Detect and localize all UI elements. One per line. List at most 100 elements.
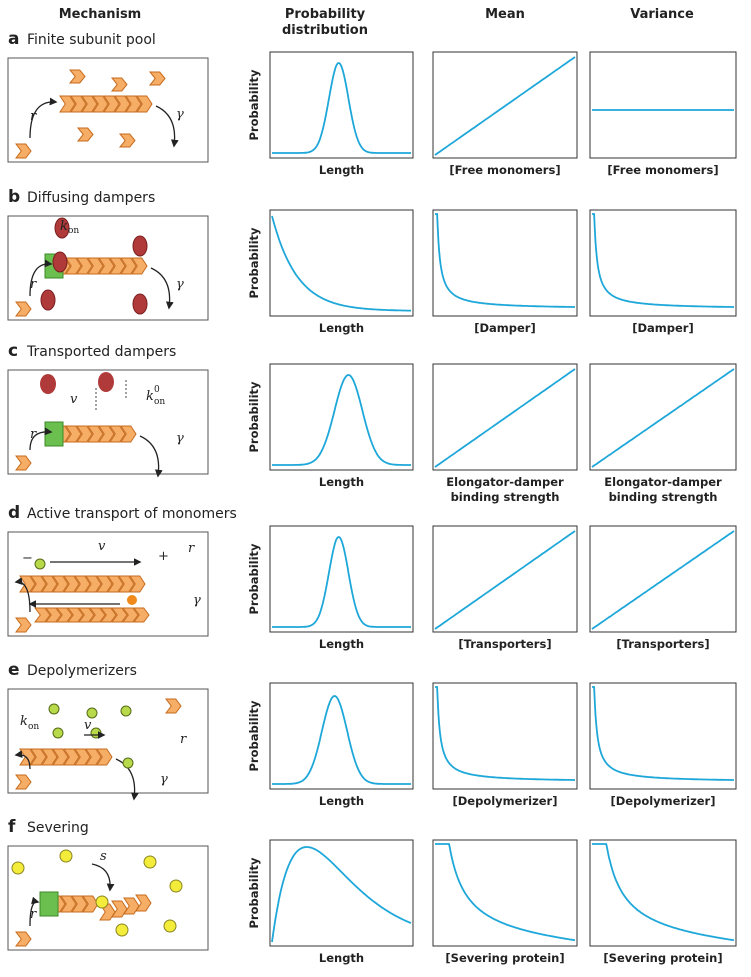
severing-protein bbox=[59, 849, 73, 863]
arrow bbox=[155, 105, 179, 148]
x-label: Length bbox=[319, 951, 364, 965]
x-label: [Free monomers] bbox=[449, 163, 560, 177]
subunit bbox=[52, 748, 69, 766]
subunit bbox=[131, 257, 148, 275]
y-label: Probability bbox=[247, 857, 261, 929]
curve bbox=[434, 530, 576, 630]
panel-title: Diffusing dampers bbox=[27, 190, 155, 206]
x-label: Length bbox=[319, 321, 364, 335]
arrow bbox=[29, 896, 40, 927]
symbol: r bbox=[180, 732, 187, 747]
symbol: γ bbox=[160, 772, 168, 787]
symbol: r bbox=[30, 907, 37, 922]
subunit bbox=[125, 95, 142, 113]
header: Mean bbox=[485, 7, 525, 22]
cap bbox=[44, 421, 64, 447]
x-label: Length bbox=[319, 163, 364, 177]
subunit bbox=[133, 607, 150, 623]
subunit bbox=[30, 575, 47, 593]
plot-frame bbox=[589, 682, 737, 790]
subunit bbox=[15, 931, 32, 947]
curve bbox=[271, 846, 412, 943]
x-label: Length bbox=[319, 637, 364, 651]
subunit bbox=[135, 894, 152, 912]
subscript: on bbox=[68, 226, 79, 236]
subunit bbox=[129, 575, 146, 593]
arrow bbox=[29, 97, 58, 139]
subunit bbox=[67, 607, 84, 623]
subscript: on bbox=[28, 722, 39, 732]
plot-frame bbox=[269, 209, 414, 317]
plot-frame bbox=[269, 363, 414, 471]
subunit bbox=[76, 257, 93, 275]
subunit bbox=[111, 607, 128, 623]
subunit bbox=[123, 897, 140, 915]
panel-letter: d bbox=[8, 503, 20, 523]
x-label: Length bbox=[319, 475, 364, 489]
depolymerizer bbox=[86, 707, 98, 719]
subunit bbox=[74, 575, 91, 593]
x-label: [Damper] bbox=[474, 321, 536, 335]
curve bbox=[434, 56, 576, 156]
x-label: binding strength bbox=[451, 490, 560, 504]
subunit bbox=[30, 748, 47, 766]
curve bbox=[592, 843, 735, 942]
depolymerizer bbox=[122, 757, 134, 769]
plot-frame bbox=[432, 839, 578, 947]
transporter bbox=[127, 595, 137, 605]
symbol: γ bbox=[193, 593, 201, 608]
plot-frame bbox=[269, 682, 414, 790]
y-label: Probability bbox=[247, 381, 261, 453]
subunit bbox=[118, 575, 135, 593]
subunit bbox=[114, 95, 131, 113]
subunit bbox=[41, 748, 58, 766]
subunit bbox=[15, 455, 32, 471]
subunit bbox=[78, 607, 95, 623]
symbol: γ bbox=[176, 431, 184, 446]
depolymerizer bbox=[48, 703, 60, 715]
arrow bbox=[29, 259, 53, 297]
subunit bbox=[60, 895, 77, 913]
header: distribution bbox=[282, 23, 368, 38]
symbol: r bbox=[30, 277, 37, 292]
damper bbox=[40, 289, 56, 311]
schematic-box bbox=[7, 845, 209, 951]
symbol: r bbox=[188, 541, 195, 556]
y-label: Probability bbox=[247, 543, 261, 615]
arrow bbox=[14, 750, 31, 770]
symbol: k bbox=[146, 389, 154, 404]
subunit bbox=[34, 607, 51, 623]
panel-letter: b bbox=[8, 187, 20, 207]
subunit bbox=[63, 748, 80, 766]
x-label: [Depolymerizer] bbox=[611, 794, 716, 808]
panel-letter: c bbox=[8, 341, 18, 361]
subunit bbox=[98, 257, 115, 275]
curve bbox=[434, 368, 576, 468]
curve bbox=[592, 686, 734, 781]
subunit bbox=[98, 425, 115, 443]
subunit bbox=[76, 127, 94, 142]
symbol: r bbox=[30, 109, 37, 124]
header: Mechanism bbox=[59, 7, 141, 22]
arrow bbox=[91, 863, 115, 892]
panel-title: Depolymerizers bbox=[27, 663, 137, 679]
x-label: [Free monomers] bbox=[607, 163, 718, 177]
plot-frame bbox=[269, 51, 414, 159]
subunit bbox=[71, 895, 88, 913]
panel-title: Severing bbox=[27, 820, 89, 836]
subunit bbox=[96, 748, 113, 766]
depolymerizer bbox=[120, 705, 132, 717]
symbol: v bbox=[84, 718, 92, 733]
y-label: Probability bbox=[247, 700, 261, 772]
header: Probability bbox=[285, 7, 366, 22]
plot-frame bbox=[269, 839, 414, 947]
subunit bbox=[100, 607, 117, 623]
panel-letter: f bbox=[8, 817, 16, 837]
symbol: − bbox=[22, 551, 33, 566]
subunit bbox=[107, 575, 124, 593]
panel-letter: a bbox=[8, 29, 19, 49]
panel-letter: e bbox=[8, 660, 20, 680]
subunit bbox=[103, 95, 120, 113]
